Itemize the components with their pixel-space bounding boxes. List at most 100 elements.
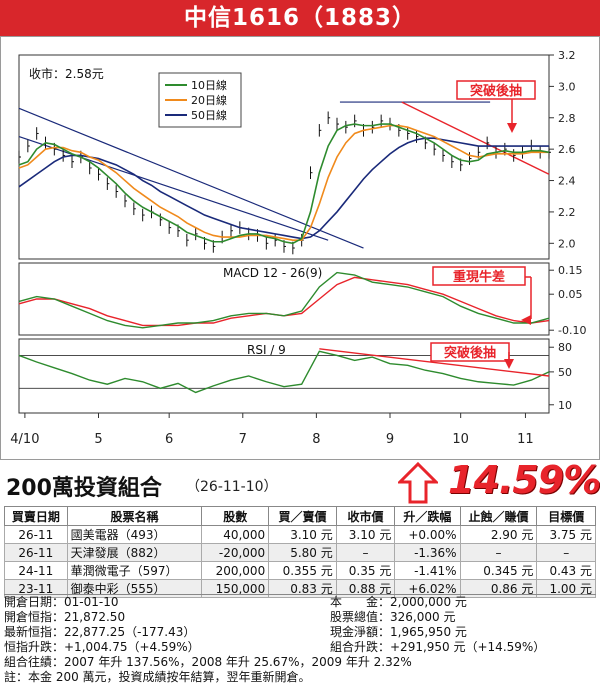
table-cell: -20,000 [201, 543, 270, 562]
y-tick-label: 2.0 [558, 237, 576, 250]
legend-entry: 50日線 [191, 108, 227, 122]
table-cell: 2.90 元 [459, 525, 538, 544]
y-tick-label: 2.8 [558, 112, 576, 125]
y-tick-label: 2.4 [558, 175, 576, 188]
portfolio-summary: 開倉日期：01-01-10 本 金：2,000,000 元 開倉恒指：21,87… [4, 594, 596, 685]
table-row: 26-11 國美電器（493） 40,000 3.10 元 3.10 元 +0.… [4, 525, 596, 544]
table-cell: 26-11 [4, 543, 68, 562]
arrow-head-icon [507, 123, 517, 133]
table-cell: -1.41% [394, 561, 461, 580]
macd-title: MACD 12 - 26(9) [223, 266, 322, 280]
ma50-line [18, 137, 549, 240]
col-header: 升／跌幅 [394, 506, 461, 526]
x-tick-label: 11 [517, 432, 534, 447]
table-cell: +0.00% [394, 525, 461, 544]
table-cell: 26-11 [4, 525, 68, 544]
x-tick-label: 8 [312, 432, 320, 447]
portfolio-title: 200萬投資組合 [6, 476, 162, 501]
col-header: 止蝕／賺價 [459, 506, 538, 526]
rsi-annotation: 突破後抽 [444, 345, 496, 361]
chart-svg: 3.2 3.0 2.8 2.6 2.4 2.2 2.0 4/10 5 6 7 8 9 10 11 收市：2.5… [10, 49, 586, 447]
stock-chart: 3.2 3.0 2.8 2.6 2.4 2.2 2.0 4/10 5 6 7 8 9 10 11 收市：2.5… [0, 36, 600, 460]
table-cell: 40,000 [201, 525, 270, 544]
summary-open-index: 開倉恒指：21,872.50 [4, 610, 126, 624]
col-header: 股數 [201, 506, 270, 526]
y-tick-label: 3.2 [558, 49, 576, 62]
x-tick-label: 10 [452, 432, 469, 447]
table-cell: 5.80 元 [268, 543, 337, 562]
table-cell: +6.02% [394, 579, 461, 598]
table-cell: 華潤微電子（597） [66, 561, 203, 580]
macd-annotation: 重現牛差 [453, 269, 505, 285]
rsi-trend-line [319, 348, 550, 377]
y-tick-label: 2.6 [558, 143, 576, 156]
legend-entry: 20日線 [191, 93, 227, 107]
summary-latest-index: 最新恒指：22,877.25（-177.43） [4, 625, 196, 639]
x-tick-label: 7 [239, 432, 247, 447]
y-tick-label: 3.0 [558, 80, 576, 93]
annotation-breakout: 突破後抽 [470, 83, 522, 99]
x-tick-label: 9 [386, 432, 394, 447]
portfolio-table: 買賣日期 股票名稱 股數 買／賣價 收市價 升／跌幅 止蝕／賺價 目標價 26-… [4, 506, 596, 598]
table-cell: 0.88 元 [335, 579, 396, 598]
x-tick-label: 4/10 [10, 432, 39, 447]
x-tick-label: 5 [94, 432, 102, 447]
table-cell: 24-11 [4, 561, 68, 580]
portfolio-date: （26-11-10） [186, 479, 278, 495]
portfolio-header: 200萬投資組合 （26-11-10） 14.59% [0, 458, 600, 504]
col-header: 收市價 [335, 506, 396, 526]
macd-tick-label: 0.05 [558, 288, 583, 301]
summary-capital: 本 金：2,000,000 元 [330, 595, 467, 609]
arrow-head-icon [521, 315, 531, 325]
table-cell: 0.355 元 [268, 561, 337, 580]
rsi-title: RSI / 9 [247, 343, 286, 357]
table-cell: 150,000 [201, 579, 270, 598]
col-header: 目標價 [536, 506, 596, 526]
up-arrow-icon [398, 462, 438, 504]
table-header-row: 買賣日期 股票名稱 股數 買／賣價 收市價 升／跌幅 止蝕／賺價 目標價 [4, 506, 596, 526]
col-header: 買賣日期 [4, 506, 68, 526]
table-cell: 天津發展（882） [66, 543, 203, 562]
macd-tick-label: 0.15 [558, 264, 583, 277]
summary-portfolio-change: 組合升跌：+291,950 元（+14.59%） [330, 640, 546, 654]
macd-annotation-box [432, 266, 526, 286]
rsi-tick-label: 80 [558, 341, 572, 354]
summary-history: 組合往績：2007 年升 137.56%，2008 年升 25.67%，2009… [4, 655, 412, 669]
table-cell: 3.10 元 [268, 525, 337, 544]
summary-note: 註：本金 200 萬元，投資成績按年結算，翌年重新開倉。 [4, 670, 311, 684]
table-cell: – [536, 543, 596, 562]
ma10-line [18, 123, 550, 245]
macd-line [18, 271, 550, 329]
table-cell: 200,000 [201, 561, 270, 580]
table-row: 24-11 華潤微電子（597） 200,000 0.355 元 0.35 元 … [4, 561, 596, 580]
col-header: 買／賣價 [268, 506, 337, 526]
page-title: 中信1616（1883） [0, 0, 600, 36]
rsi-line [18, 350, 550, 394]
table-cell: 0.35 元 [335, 561, 396, 580]
table-cell: – [335, 543, 396, 562]
rsi-tick-label: 10 [558, 399, 572, 412]
ma20-line [18, 124, 549, 241]
table-cell: – [459, 543, 538, 562]
summary-stock-value: 股票總值：326,000 元 [330, 610, 456, 624]
macd-tick-label: -0.10 [558, 324, 586, 337]
table-row: 23-11 御泰中彩（555） 150,000 0.83 元 0.88 元 +6… [4, 579, 596, 598]
table-cell: 0.43 元 [536, 561, 596, 580]
summary-cash: 現金淨額：1,965,950 元 [330, 625, 467, 639]
table-cell: 國美電器（493） [66, 525, 203, 544]
table-cell: 3.10 元 [335, 525, 396, 544]
y-tick-label: 2.2 [558, 206, 576, 219]
close-price-label: 收市：2.58元 [29, 66, 104, 81]
arrow-head-icon [504, 359, 514, 369]
summary-open-date: 開倉日期：01-01-10 [4, 595, 119, 609]
breakout-line [401, 101, 550, 175]
table-cell: 0.83 元 [268, 579, 337, 598]
table-cell: 御泰中彩（555） [66, 579, 203, 598]
annotation-box [456, 80, 536, 100]
legend-entry: 10日線 [191, 78, 227, 92]
table-cell: -1.36% [394, 543, 461, 562]
summary-index-change: 恒指升跌：+1,004.75（+4.59%） [4, 640, 200, 654]
table-cell: 0.86 元 [459, 579, 538, 598]
col-header: 股票名稱 [66, 506, 203, 526]
gain-percentage: 14.59% [448, 458, 600, 502]
